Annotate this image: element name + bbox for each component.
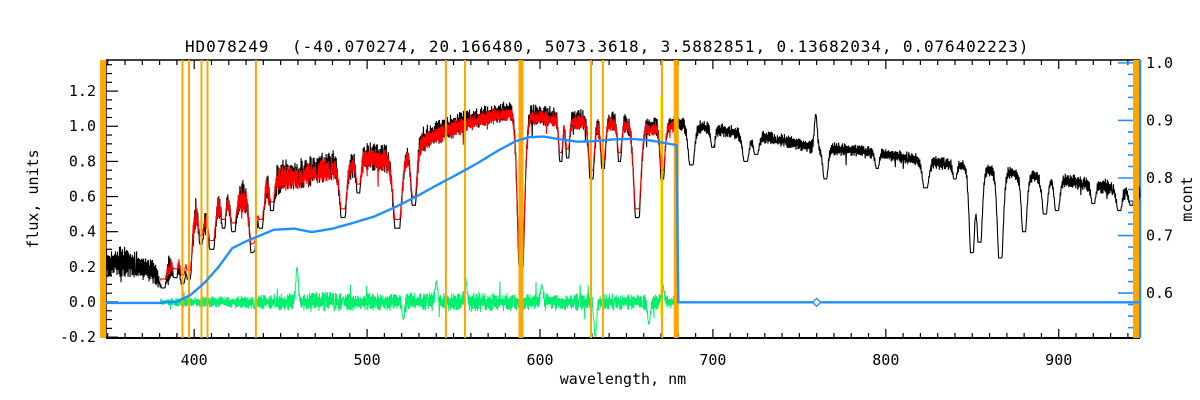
x-tick-label: 600 — [526, 351, 553, 369]
y-right-tick-label: 0.6 — [1146, 284, 1173, 302]
x-tick-label: 500 — [354, 351, 381, 369]
y-left-tick-label: 0.0 — [69, 293, 96, 311]
y-right-tick-label: 0.9 — [1146, 111, 1173, 129]
y-axis-title-right: mcont — [1178, 176, 1196, 221]
x-tick-label: 900 — [1045, 351, 1072, 369]
y-right-tick-label: 0.8 — [1146, 169, 1173, 187]
y-left-tick-label: 0.4 — [69, 223, 96, 241]
y-left-tick-label: 0.6 — [69, 188, 96, 206]
y-left-tick-label: 0.2 — [69, 258, 96, 276]
y-right-tick-label: 0.7 — [1146, 227, 1173, 245]
y-left-tick-label: 1.2 — [69, 82, 96, 100]
x-tick-label: 700 — [699, 351, 726, 369]
plot-title-star: HD078249 — [185, 37, 269, 56]
continuum-curve — [106, 135, 1140, 305]
plot-title-params: (-40.070274, 20.166480, 5073.3618, 3.588… — [292, 37, 1029, 56]
x-tick-label: 800 — [872, 351, 899, 369]
y-left-tick-label: -0.2 — [60, 328, 96, 346]
y-right-tick-label: 1.0 — [1146, 54, 1173, 72]
y-left-tick-label: 1.0 — [69, 117, 96, 135]
x-tick-label: 400 — [181, 351, 208, 369]
residual-series — [160, 266, 679, 339]
y-left-tick-label: 0.8 — [69, 152, 96, 170]
y-axis-title-left: flux, units — [24, 149, 42, 248]
continuum-marker-diamond — [811, 297, 822, 308]
x-axis-title: wavelength, nm — [560, 370, 686, 388]
